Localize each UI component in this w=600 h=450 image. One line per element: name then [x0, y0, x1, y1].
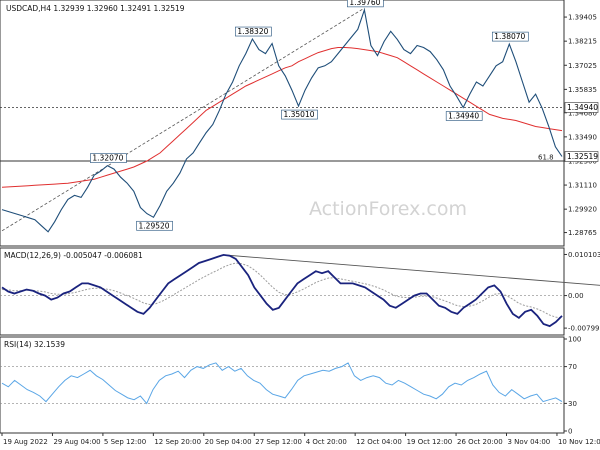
x-tick-label: 20 Sep 04:00	[205, 438, 252, 446]
level-price-box	[564, 102, 599, 113]
macd-y-tick-label: -0.007998	[568, 325, 600, 333]
macd-trendline	[223, 254, 600, 286]
moving-average-line	[1, 47, 563, 188]
price-y-tick-label: 1.31110	[568, 182, 597, 190]
price-callout-box	[90, 153, 127, 163]
macd-signal-line	[1, 262, 563, 319]
price-callout-box	[235, 26, 272, 37]
rsi-y-tick-label: 30	[568, 400, 577, 408]
price-callout-label: 1.29520	[139, 221, 170, 230]
rsi-line	[1, 362, 563, 405]
price-callout-box	[347, 0, 384, 8]
x-tick-label: 10 Nov 12:00	[558, 438, 600, 446]
rsi-layer: 100 70 30 0	[0, 336, 581, 436]
price-callout-label: 1.34940	[448, 111, 479, 120]
x-tick-label: 3 Nov 04:00	[508, 438, 551, 446]
x-tick-label: 26 Oct 20:00	[457, 438, 503, 446]
macd-pane-frame	[0, 247, 565, 336]
x-tick-label: 4 Oct 20:00	[306, 438, 347, 446]
macd-y-tick-label: 0.00	[568, 292, 584, 300]
symbol-info: USDCAD,H4 1.32939 1.32960 1.32491 1.3251…	[6, 4, 185, 13]
price-callout-box	[445, 111, 483, 121]
price-callout-box	[491, 31, 529, 42]
x-tick-label: 19 Aug 2022	[3, 438, 48, 446]
x-tick-label: 27 Sep 12:00	[255, 438, 302, 446]
level-price-label: 1.34940	[567, 103, 598, 112]
watermark-text: ActionForex.com	[309, 198, 467, 220]
price-y-tick-label: 1.28765	[568, 229, 597, 237]
rsi-y-tick-label: 70	[568, 363, 577, 371]
rsi-y-tick-label: 0	[568, 428, 572, 436]
rising-trendline	[1, 7, 365, 232]
price-layer: 1.39405 1.38215 1.37025 1.35835 1.34680 1.334…	[0, 0, 599, 237]
price-callout-box	[136, 220, 173, 231]
price-callout-label: 1.38320	[237, 27, 268, 36]
current-price-box	[564, 151, 599, 162]
price-callout-label: 1.38070	[494, 32, 525, 41]
fib-618-label: 61.8	[538, 153, 554, 161]
macd-y-tick-label: 0.010103	[568, 251, 600, 259]
x-axis: 19 Aug 2022 29 Aug 04:00 5 Sep 12:00 12 Sep…	[1, 433, 600, 446]
price-y-tick-label: 1.37025	[568, 62, 597, 70]
macd-layer: 0.010103 0.00 -0.007998	[0, 251, 600, 333]
rsi-pane-frame	[0, 336, 565, 434]
price-callout-box	[281, 109, 318, 120]
price-y-tick-label: 1.29920	[568, 206, 597, 214]
x-tick-label: 5 Sep 12:00	[104, 438, 146, 446]
x-tick-label: 12 Sep 20:00	[154, 438, 201, 446]
price-callout-label: 1.35010	[283, 110, 314, 119]
price-y-tick-label: 1.39405	[568, 14, 597, 22]
rsi-title: RSI(14) 32.1539	[4, 340, 65, 349]
price-y-tick-label: 1.38215	[568, 38, 597, 46]
macd-line	[1, 253, 563, 328]
price-line	[1, 7, 563, 233]
price-y-tick-label: 1.35835	[568, 86, 597, 94]
price-callout-label: 1.39760	[349, 0, 380, 7]
price-y-tick-label: 1.34680	[568, 109, 597, 117]
x-tick-label: 29 Aug 04:00	[53, 438, 100, 446]
price-pane-frame	[0, 0, 565, 247]
x-tick-label: 12 Oct 04:00	[356, 438, 402, 446]
current-price-label: 1.32519	[567, 152, 598, 161]
macd-title: MACD(12,26,9) -0.005047 -0.006081	[4, 251, 143, 260]
price-y-tick-label: 1.33490	[568, 133, 597, 141]
rsi-y-tick-label: 100	[568, 336, 581, 344]
price-callout-label: 1.32070	[92, 154, 123, 163]
x-tick-label: 19 Oct 12:00	[407, 438, 453, 446]
